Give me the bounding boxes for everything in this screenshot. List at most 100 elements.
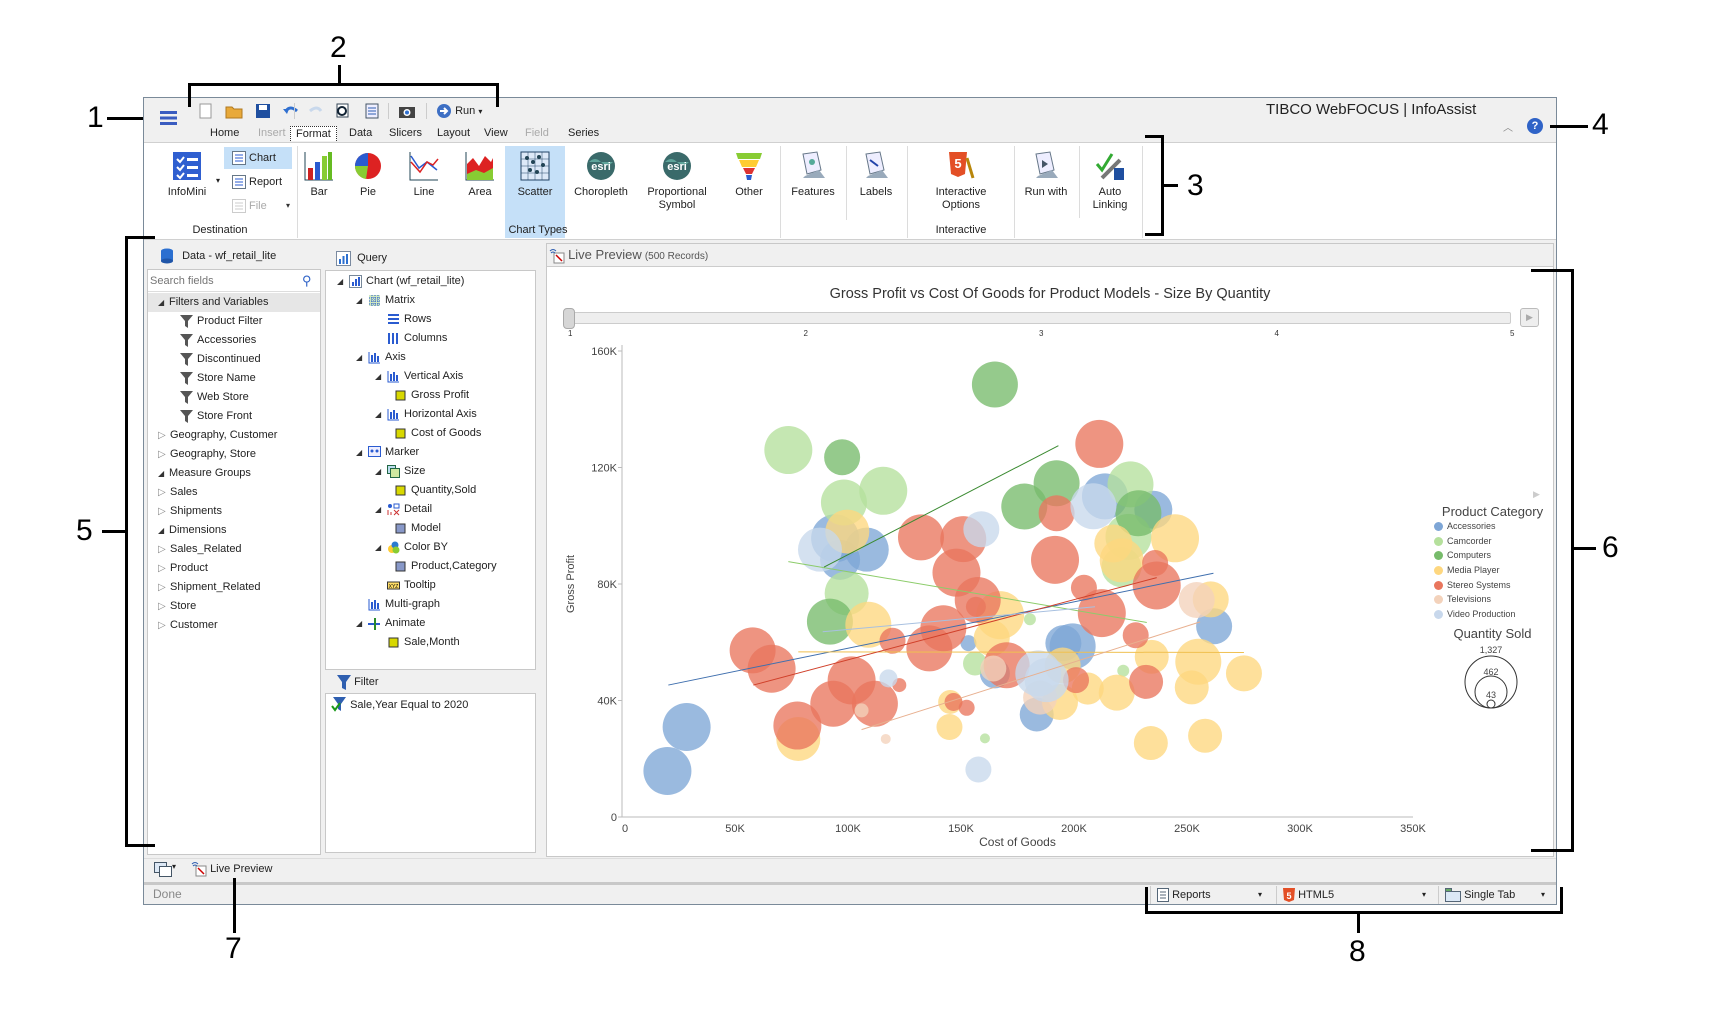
collapse-ribbon-button[interactable]: ︿ xyxy=(1503,123,1513,134)
collapse-arrow-icon[interactable]: ◢ xyxy=(356,619,363,628)
tree-item[interactable]: Store Front xyxy=(148,407,320,426)
tree-item[interactable]: ◢ Filters and Variables xyxy=(148,293,320,312)
bubble-video-production[interactable] xyxy=(1024,658,1069,703)
help-button[interactable]: ? xyxy=(1527,118,1543,134)
collapse-arrow-icon[interactable]: ◢ xyxy=(375,410,382,419)
print-preview-button[interactable] xyxy=(334,103,352,119)
tab-insert[interactable]: Insert xyxy=(258,127,286,139)
tab-view[interactable]: View xyxy=(484,127,508,139)
legend-item[interactable]: Video Production xyxy=(1430,607,1555,622)
tree-item[interactable]: ▷ Geography, Customer xyxy=(148,426,320,445)
tab-layout[interactable]: Layout xyxy=(437,127,471,139)
tree-item[interactable]: ◢ Chart (wf_retail_lite) xyxy=(326,272,535,291)
bubble-video-production[interactable] xyxy=(1070,483,1117,530)
tree-item[interactable]: ◢ Detail xyxy=(326,500,535,519)
tree-item[interactable]: ▷ Sales_Related xyxy=(148,540,320,559)
tree-item[interactable]: Gross Profit xyxy=(326,386,535,405)
destination-file[interactable]: File ▾ xyxy=(224,195,292,217)
filter-item[interactable]: Sale,Year Equal to 2020 xyxy=(331,696,468,715)
tree-item[interactable]: ▷ Shipment_Related xyxy=(148,578,320,597)
bubble-media-player[interactable] xyxy=(1151,514,1200,563)
tree-item[interactable]: Cost of Goods xyxy=(326,424,535,443)
expand-arrow-icon[interactable]: ▷ xyxy=(158,487,166,498)
expand-arrow-icon[interactable]: ▷ xyxy=(158,563,166,574)
tree-item[interactable]: Quantity,Sold xyxy=(326,481,535,500)
run-with-button[interactable]: Run with xyxy=(1019,146,1073,226)
search-fields-input[interactable]: ⚲ xyxy=(148,271,320,292)
bubble-stereo-systems[interactable] xyxy=(897,514,944,561)
tree-item[interactable]: ◢ Animate xyxy=(326,614,535,633)
run-dropdown-icon[interactable]: ▾ xyxy=(478,107,483,116)
tree-item[interactable]: Store Name xyxy=(148,369,320,388)
labels-button[interactable]: Labels xyxy=(851,146,901,226)
tree-item[interactable]: Product,Category xyxy=(326,557,535,576)
chart-type-bar[interactable]: Bar xyxy=(299,146,339,226)
tree-item[interactable]: ◢ Size xyxy=(326,462,535,481)
expand-arrow-icon[interactable]: ▷ xyxy=(158,601,166,612)
tree-item[interactable]: ▷ Customer xyxy=(148,616,320,635)
chart-type-choropleth[interactable]: esri Choropleth xyxy=(570,146,632,226)
bubble-computers[interactable] xyxy=(806,598,853,645)
collapse-arrow-icon[interactable]: ◢ xyxy=(158,298,165,307)
bubble-media-player[interactable] xyxy=(845,601,892,648)
collapse-arrow-icon[interactable]: ◢ xyxy=(356,448,363,457)
tab-data[interactable]: Data xyxy=(349,127,373,139)
collapse-arrow-icon[interactable]: ◢ xyxy=(375,543,382,552)
tree-item[interactable]: ◢ Measure Groups xyxy=(148,464,320,483)
bubble-camcorder[interactable] xyxy=(859,466,908,515)
collapse-arrow-icon[interactable]: ◢ xyxy=(158,469,165,478)
bubble-televisions[interactable] xyxy=(880,733,891,744)
bubble-stereo-systems[interactable] xyxy=(1031,535,1080,584)
bubble-stereo-systems[interactable] xyxy=(1132,561,1181,610)
tab-home[interactable]: Home xyxy=(210,127,240,139)
bubble-media-player[interactable] xyxy=(1188,718,1223,753)
bubble-video-production[interactable] xyxy=(797,527,842,572)
bubble-media-player[interactable] xyxy=(936,714,963,741)
bubble-stereo-systems[interactable] xyxy=(747,644,796,693)
bubble-stereo-systems[interactable] xyxy=(879,627,906,654)
bubble-stereo-systems[interactable] xyxy=(1075,419,1124,468)
infomini-button[interactable]: InfoMini xyxy=(160,146,214,226)
bubble-camcorder[interactable] xyxy=(764,426,813,475)
bubble-stereo-systems[interactable] xyxy=(906,625,953,672)
features-button[interactable]: Features xyxy=(787,146,839,226)
chart-type-pie[interactable]: Pie xyxy=(348,146,388,226)
legend-scroll-icon[interactable]: ▶ xyxy=(1533,489,1540,499)
tree-item[interactable]: ◢ Marker xyxy=(326,443,535,462)
bubble-stereo-systems[interactable] xyxy=(965,596,986,617)
legend-item[interactable]: Accessories xyxy=(1430,519,1555,534)
collapse-arrow-icon[interactable]: ◢ xyxy=(375,505,382,514)
bubble-video-production[interactable] xyxy=(963,511,1000,548)
legend-item[interactable]: Televisions xyxy=(1430,592,1555,607)
collapse-arrow-icon[interactable]: ◢ xyxy=(375,467,382,476)
expand-arrow-icon[interactable]: ▷ xyxy=(158,620,166,631)
reports-dropdown[interactable]: Reports ▾ xyxy=(1150,886,1270,904)
expand-arrow-icon[interactable]: ▷ xyxy=(158,544,166,555)
interactive-options-button[interactable]: 5 Interactive Options xyxy=(926,146,996,226)
bubble-televisions[interactable] xyxy=(1178,582,1215,619)
tree-item[interactable]: Accessories xyxy=(148,331,320,350)
legend-item[interactable]: Camcorder xyxy=(1430,534,1555,549)
auto-linking-button[interactable]: Auto Linking xyxy=(1083,146,1137,226)
bubble-computers[interactable] xyxy=(1001,483,1048,530)
tree-item[interactable]: ◢ Vertical Axis xyxy=(326,367,535,386)
search-input[interactable] xyxy=(148,271,288,291)
bubble-televisions[interactable] xyxy=(854,703,869,718)
expand-arrow-icon[interactable]: ▷ xyxy=(158,506,166,517)
save-button[interactable] xyxy=(254,103,272,119)
bubble-computers[interactable] xyxy=(824,439,861,476)
bubble-camcorder[interactable] xyxy=(979,733,990,744)
expand-arrow-icon[interactable]: ▷ xyxy=(158,430,166,441)
tree-item[interactable]: Web Store xyxy=(148,388,320,407)
bubble-accessories[interactable] xyxy=(960,635,977,652)
output-format-dropdown[interactable]: 5 HTML5 ▾ xyxy=(1276,886,1434,904)
document-button[interactable] xyxy=(363,103,381,119)
undo-button[interactable] xyxy=(282,103,300,119)
bubble-stereo-systems[interactable] xyxy=(1038,495,1075,532)
bubble-stereo-systems[interactable] xyxy=(810,680,857,727)
collapse-arrow-icon[interactable]: ◢ xyxy=(375,372,382,381)
chart-type-proportional-symbol[interactable]: esri Proportional Symbol xyxy=(640,146,714,226)
bubble-computers[interactable] xyxy=(1033,460,1080,507)
tab-slicers[interactable]: Slicers xyxy=(389,127,423,139)
tree-item[interactable]: Discontinued xyxy=(148,350,320,369)
